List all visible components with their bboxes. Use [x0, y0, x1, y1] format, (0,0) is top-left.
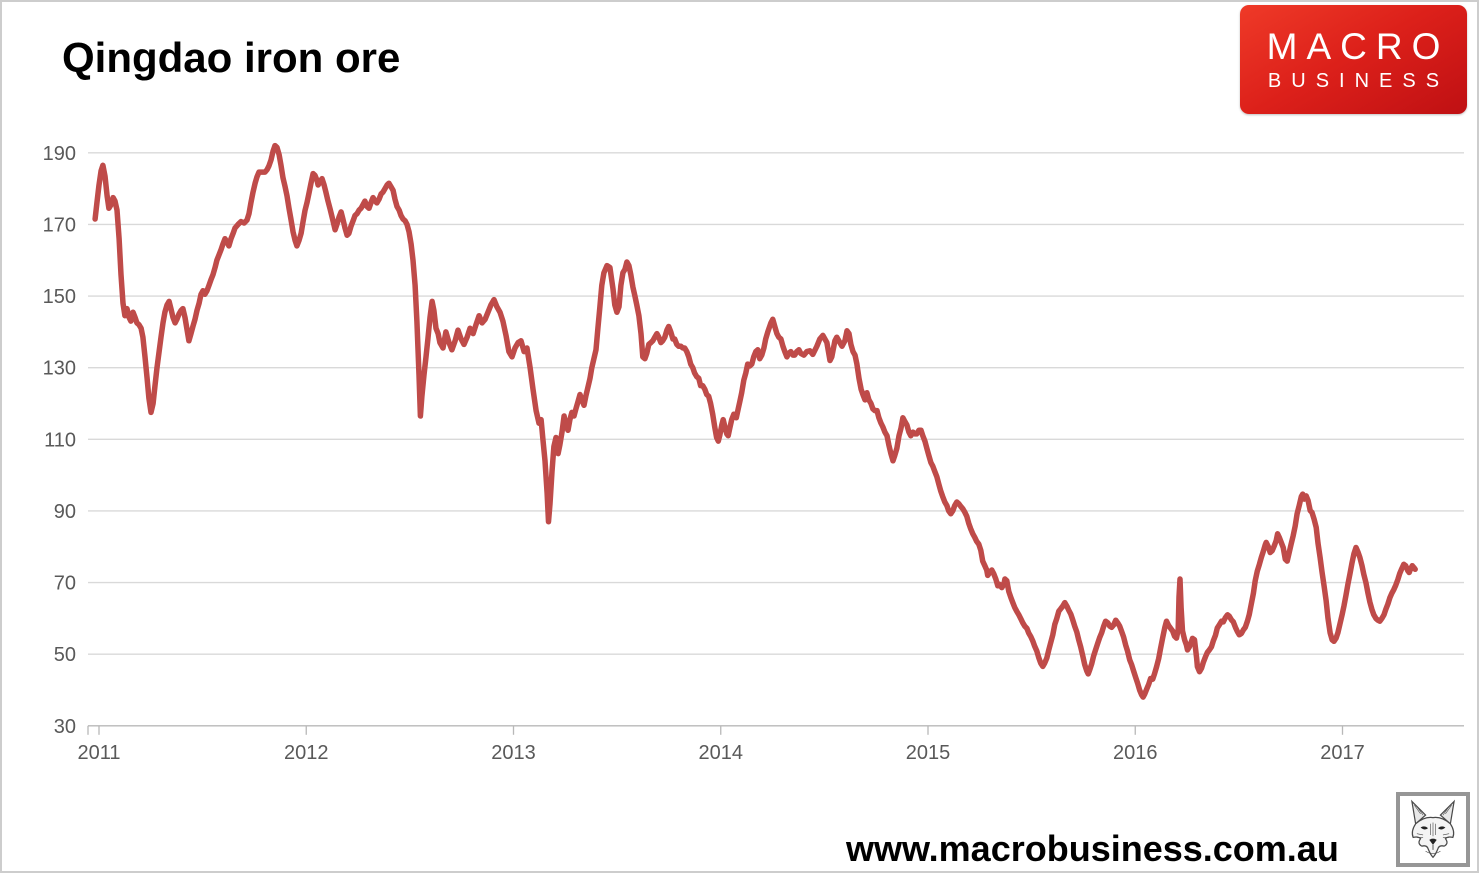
y-tick-label-110: 110 — [44, 429, 76, 451]
x-axis — [87, 725, 1464, 735]
y-tick-label-30: 30 — [54, 716, 76, 738]
y-tick-label-90: 90 — [54, 501, 76, 523]
y-tick-label-150: 150 — [43, 286, 76, 308]
x-tick-label-2017: 2017 — [1320, 742, 1365, 764]
price-line — [92, 142, 1418, 700]
y-tick-label-70: 70 — [54, 573, 76, 595]
gridlines — [88, 152, 1464, 655]
fox-stamp — [1396, 792, 1470, 867]
x-tick-label-2015: 2015 — [906, 742, 951, 764]
axis-tick-labels: 30 50 70 90 110 130 150 170 190 2011 2012 2013 2014 2… — [43, 143, 1365, 764]
website-url: www.macrobusiness.com.au — [846, 828, 1339, 869]
x-tick-label-2012: 2012 — [284, 742, 329, 764]
fox-sketch-icon — [1410, 799, 1456, 858]
x-tick-label-2014: 2014 — [699, 742, 744, 764]
x-tick-label-2013: 2013 — [491, 742, 536, 764]
price-line-series — [92, 142, 1418, 700]
x-tick-label-2011: 2011 — [77, 742, 120, 764]
logo-text-business: BUSINESS — [1267, 70, 1450, 92]
y-tick-label-50: 50 — [54, 644, 76, 666]
y-tick-label-170: 170 — [43, 214, 76, 236]
y-tick-label-190: 190 — [43, 143, 76, 165]
x-tick-label-2016: 2016 — [1113, 742, 1158, 764]
logo-text-macro: MACRO — [1266, 26, 1450, 67]
macrobusiness-logo: MACRO BUSINESS — [1240, 5, 1467, 114]
y-tick-label-130: 130 — [43, 358, 76, 380]
chart-title: Qingdao iron ore — [62, 34, 401, 81]
